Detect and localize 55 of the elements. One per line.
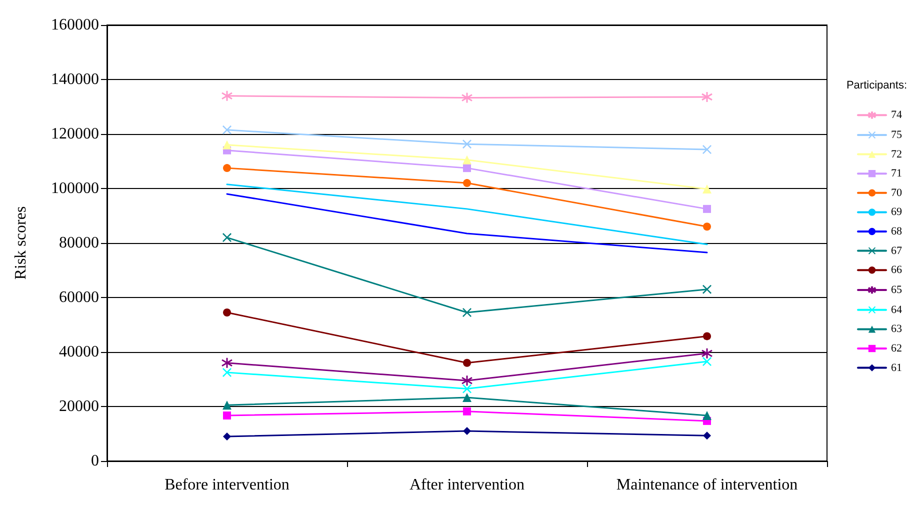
y-tick-label: 80000: [59, 234, 99, 252]
point: [223, 164, 231, 172]
point: [221, 90, 233, 102]
y-tick-label: 20000: [59, 398, 99, 415]
point: [221, 357, 233, 369]
point: [222, 400, 232, 410]
point: [463, 164, 471, 172]
point: [702, 184, 712, 194]
point: [463, 358, 471, 367]
y-tick-label: 0: [91, 452, 99, 470]
point: [702, 410, 712, 420]
point: [461, 374, 473, 386]
legend-label: 71: [891, 168, 902, 180]
legend-label: 62: [891, 342, 902, 354]
legend-label: 65: [891, 284, 902, 296]
point: [462, 384, 472, 394]
legend-label: 63: [891, 323, 902, 336]
y-tick-label: 140000: [51, 71, 99, 88]
legend-label: 66: [891, 264, 902, 276]
point: [222, 140, 232, 150]
point: [701, 348, 713, 360]
y-tick-label: 60000: [59, 289, 99, 306]
point: [462, 155, 472, 164]
y-tick-label: 100000: [51, 180, 99, 197]
point: [703, 332, 711, 340]
y-tick-label: 120000: [51, 126, 99, 142]
legend-label: 68: [891, 226, 902, 238]
point: [703, 222, 711, 231]
y-axis-title: Risk scores: [12, 206, 30, 280]
legend-label: 72: [891, 148, 902, 160]
point: [703, 204, 711, 213]
legend-title: Participants:: [846, 80, 908, 92]
legend-label: 75: [891, 129, 902, 141]
legend-label: 64: [891, 304, 902, 316]
legend-label: 74: [891, 109, 902, 122]
x-tick-label: Maintenance of intervention: [616, 476, 798, 494]
legend-label: 61: [891, 362, 902, 374]
point: [461, 92, 473, 104]
point: [223, 411, 231, 420]
legend-label: 69: [891, 206, 902, 218]
legend-label: 70: [891, 186, 902, 199]
x-tick-label: Before intervention: [164, 476, 290, 494]
y-tick-label: 40000: [59, 344, 99, 360]
x-tick-label: After intervention: [409, 476, 525, 494]
point: [223, 432, 231, 440]
point: [702, 284, 712, 294]
point: [703, 432, 711, 440]
point: [462, 393, 472, 402]
point: [701, 91, 713, 103]
point: [463, 179, 471, 188]
y-tick-label: 160000: [51, 16, 99, 34]
point: [463, 407, 471, 416]
point: [463, 427, 471, 436]
legend-label: 67: [891, 244, 902, 257]
point: [223, 308, 231, 316]
